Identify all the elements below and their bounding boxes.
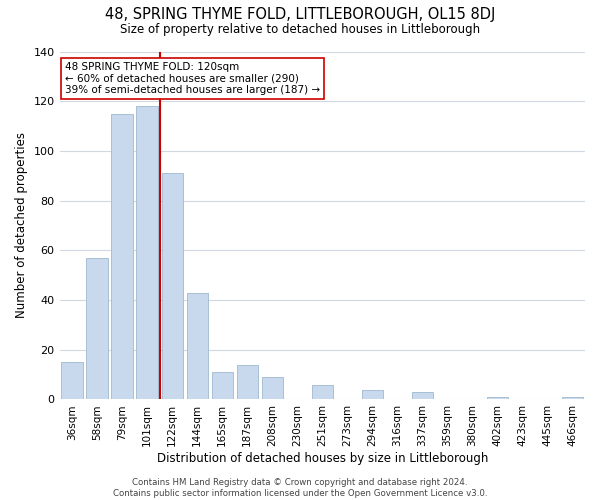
Y-axis label: Number of detached properties: Number of detached properties [15,132,28,318]
Bar [562,397,583,400]
Bar [311,384,333,400]
Bar [187,292,208,400]
Bar [236,364,258,400]
Bar [362,390,383,400]
Bar [86,258,108,400]
Text: Contains HM Land Registry data © Crown copyright and database right 2024.
Contai: Contains HM Land Registry data © Crown c… [113,478,487,498]
Text: Size of property relative to detached houses in Littleborough: Size of property relative to detached ho… [120,22,480,36]
Bar [487,397,508,400]
X-axis label: Distribution of detached houses by size in Littleborough: Distribution of detached houses by size … [157,452,488,465]
Bar [161,174,183,400]
Bar [61,362,83,400]
Text: 48, SPRING THYME FOLD, LITTLEBOROUGH, OL15 8DJ: 48, SPRING THYME FOLD, LITTLEBOROUGH, OL… [105,8,495,22]
Text: 48 SPRING THYME FOLD: 120sqm
← 60% of detached houses are smaller (290)
39% of s: 48 SPRING THYME FOLD: 120sqm ← 60% of de… [65,62,320,95]
Bar [412,392,433,400]
Bar [212,372,233,400]
Bar [262,377,283,400]
Bar [112,114,133,400]
Bar [136,106,158,400]
